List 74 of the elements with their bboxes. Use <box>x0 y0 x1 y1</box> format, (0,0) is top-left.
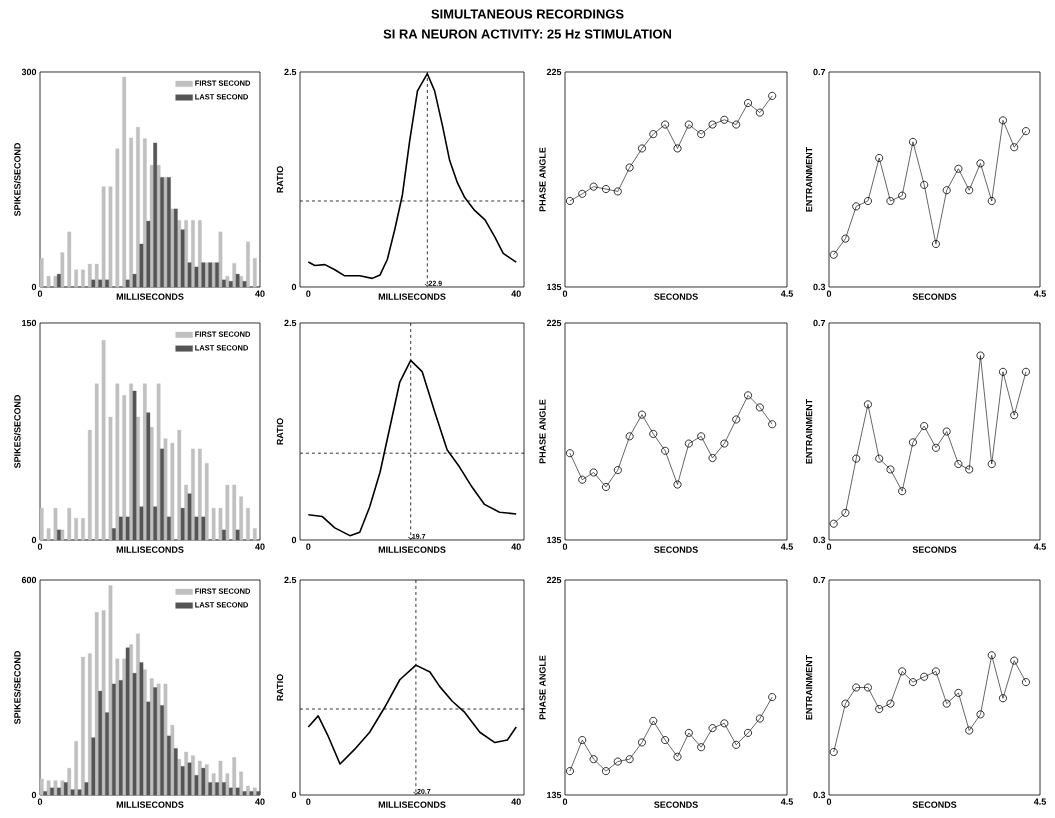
y-tick-label: 2.5 <box>284 68 297 76</box>
y-axis-title: ENTRAINMENT <box>805 398 813 464</box>
x-tick-label: 4.5 <box>780 543 793 550</box>
y-tick-label: 225 <box>546 576 562 584</box>
x-tick-label: 4.5 <box>780 798 793 805</box>
y-tick-label: 0.3 <box>813 791 826 799</box>
y-axis-title: PHASE ANGLE <box>539 655 546 720</box>
x-tick-label: 0 <box>562 290 568 297</box>
x-tick-label: 0 <box>306 798 311 805</box>
y-tick-label: 0 <box>31 283 37 291</box>
x-tick-label: 40 <box>511 543 521 550</box>
x-tick-label: 40 <box>255 798 265 805</box>
y-tick-label: 0.7 <box>813 576 826 584</box>
y-tick-label: 0 <box>291 536 297 544</box>
y-tick-label: 2.5 <box>284 576 297 584</box>
x-axis-title: MILLISECONDS <box>116 801 184 808</box>
x-axis-title: SECONDS <box>654 546 698 553</box>
y-tick-label: 0 <box>291 791 297 799</box>
x-axis-title: SECONDS <box>912 546 957 553</box>
x-tick-label: 40 <box>511 798 521 805</box>
y-axis-title: SPIKES/SECOND <box>13 395 21 469</box>
y-tick-label: 0 <box>291 283 297 291</box>
y-tick-label: 2.5 <box>284 319 297 327</box>
y-tick-label: 225 <box>546 68 562 76</box>
y-tick-label: 135 <box>547 791 562 799</box>
x-axis-title: SECONDS <box>654 293 698 300</box>
y-tick-label: 0 <box>31 536 37 544</box>
x-axis-title: SECONDS <box>912 801 957 808</box>
y-tick-label: 0.7 <box>813 68 826 76</box>
x-tick-label: 0 <box>37 798 43 805</box>
x-axis-title: SECONDS <box>912 293 957 300</box>
x-tick-label: 40 <box>255 543 265 550</box>
y-tick-label: 600 <box>21 576 37 584</box>
y-tick-label: 0.3 <box>813 283 826 291</box>
y-axis-title: PHASE ANGLE <box>539 399 546 464</box>
y-tick-label: 135 <box>547 283 562 291</box>
y-tick-label: 225 <box>546 319 562 327</box>
y-axis-title: RATIO <box>276 674 284 701</box>
x-tick-label: 40 <box>255 290 265 297</box>
x-tick-label: 0 <box>37 543 43 550</box>
y-axis-title: RATIO <box>276 418 284 445</box>
x-axis-title: MILLISECONDS <box>378 801 446 808</box>
x-tick-label: 4.5 <box>1033 798 1046 805</box>
x-tick-label: 0 <box>826 290 832 297</box>
x-axis-title: MILLISECONDS <box>378 546 446 553</box>
x-tick-label: 0 <box>826 798 832 805</box>
y-axis-title: PHASE ANGLE <box>539 147 546 212</box>
text: SIMULTANEOUS RECORDINGS <box>431 9 624 19</box>
y-tick-label: 0 <box>31 791 37 799</box>
y-axis-title: SPIKES/SECOND <box>13 143 21 217</box>
x-axis-title: MILLISECONDS <box>116 546 184 553</box>
y-axis-title: ENTRAINMENT <box>805 146 813 212</box>
y-tick-label: 0.3 <box>813 536 826 544</box>
x-tick-label: 0 <box>826 543 832 550</box>
y-tick-label: 300 <box>21 68 37 76</box>
text: SI RA NEURON ACTIVITY: 25 Hz STIMULATION <box>383 29 672 39</box>
x-axis-title: MILLISECONDS <box>378 293 446 300</box>
x-axis-title: SECONDS <box>654 801 698 808</box>
y-tick-label: 0.7 <box>813 319 826 327</box>
x-tick-label: 4.5 <box>1033 290 1046 297</box>
x-tick-label: 4.5 <box>1033 543 1046 550</box>
x-tick-label: 0 <box>306 290 311 297</box>
x-tick-label: 4.5 <box>780 290 793 297</box>
x-tick-label: 0 <box>562 543 568 550</box>
x-tick-label: 0 <box>37 290 43 297</box>
y-axis-title: ENTRAINMENT <box>805 654 813 720</box>
y-axis-title: SPIKES/SECOND <box>13 651 21 725</box>
y-axis-title: RATIO <box>276 166 284 193</box>
y-tick-label: 150 <box>22 319 37 327</box>
x-tick-label: 0 <box>306 543 311 550</box>
y-tick-label: 135 <box>547 536 562 544</box>
x-axis-title: MILLISECONDS <box>116 293 184 300</box>
x-tick-label: 40 <box>511 290 521 297</box>
x-tick-label: 0 <box>562 798 568 805</box>
